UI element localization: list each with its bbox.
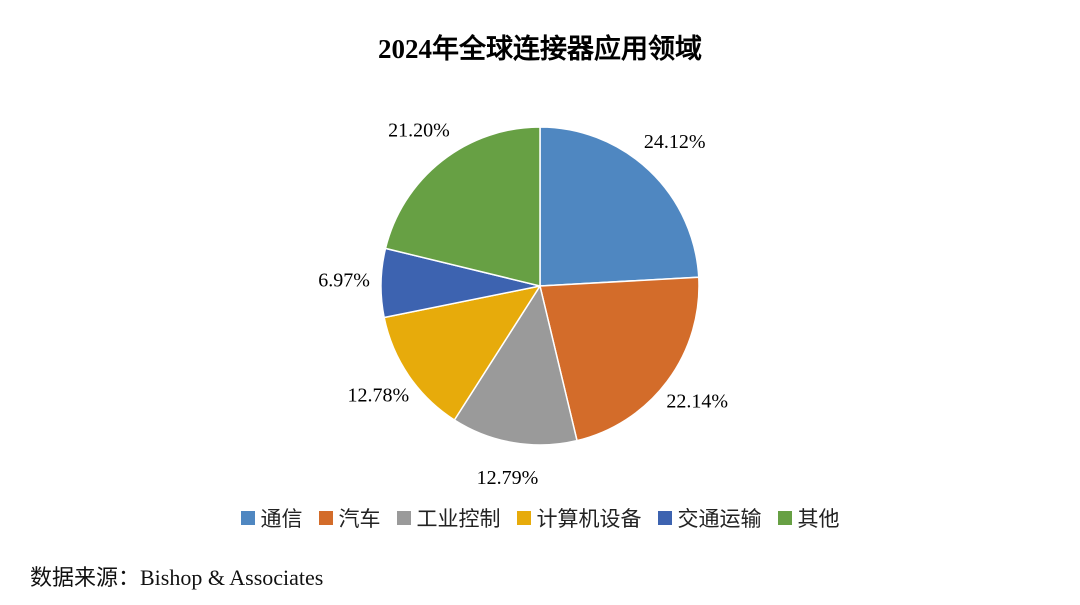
legend: 通信 汽车 工业控制 计算机设备 交通运输 其他: [0, 503, 1080, 533]
pie-slice: [453, 284, 578, 446]
legend-item: 其他: [777, 503, 840, 533]
legend-swatch: [318, 511, 333, 525]
legend-item: 交通运输: [657, 503, 762, 533]
legend-swatch: [240, 511, 255, 525]
value-label: 6.97%: [318, 270, 370, 292]
legend-swatch: [516, 511, 531, 525]
value-label: 24.12%: [644, 131, 706, 153]
legend-label: 交通运输: [677, 507, 762, 531]
value-label: 12.79%: [477, 467, 539, 489]
legend-item: 计算机设备: [516, 503, 642, 533]
legend-swatch: [396, 511, 411, 525]
legend-item: 通信: [240, 503, 303, 533]
value-label: 21.20%: [388, 119, 450, 141]
chart-title: 2024年全球连接器应用领域: [378, 33, 702, 64]
legend-label: 工业控制: [416, 507, 501, 531]
legend-label: 计算机设备: [536, 507, 642, 531]
legend-item: 工业控制: [396, 503, 501, 533]
value-label: 22.14%: [666, 391, 728, 413]
legend-label: 其他: [797, 507, 840, 531]
pie-slice: [539, 126, 700, 287]
legend-label: 通信: [260, 507, 303, 531]
legend-swatch: [657, 511, 672, 525]
source-note: 数据来源：Bishop & Associates: [30, 565, 324, 590]
pie-slice: [539, 276, 700, 442]
legend-label: 汽车: [338, 507, 381, 531]
pie-slice: [383, 284, 542, 422]
value-label: 12.78%: [347, 384, 409, 406]
legend-swatch: [777, 511, 792, 525]
legend-item: 汽车: [318, 503, 381, 533]
pie-slice: [384, 126, 541, 287]
